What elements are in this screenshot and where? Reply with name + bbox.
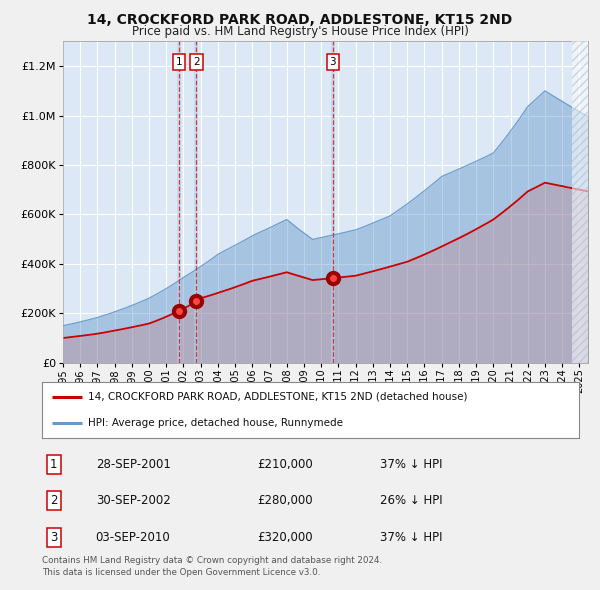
Text: 03-SEP-2010: 03-SEP-2010	[96, 531, 170, 544]
Text: 2: 2	[193, 57, 200, 67]
Text: HPI: Average price, detached house, Runnymede: HPI: Average price, detached house, Runn…	[88, 418, 343, 428]
Text: Contains HM Land Registry data © Crown copyright and database right 2024.: Contains HM Land Registry data © Crown c…	[42, 556, 382, 565]
Text: This data is licensed under the Open Government Licence v3.0.: This data is licensed under the Open Gov…	[42, 568, 320, 576]
Text: 37% ↓ HPI: 37% ↓ HPI	[380, 458, 443, 471]
Text: 37% ↓ HPI: 37% ↓ HPI	[380, 531, 443, 544]
Bar	[331, 41, 335, 363]
Text: 14, CROCKFORD PARK ROAD, ADDLESTONE, KT15 2ND (detached house): 14, CROCKFORD PARK ROAD, ADDLESTONE, KT1…	[88, 392, 467, 402]
Bar	[194, 41, 199, 363]
Text: 30-SEP-2002: 30-SEP-2002	[96, 494, 170, 507]
Text: £280,000: £280,000	[257, 494, 313, 507]
Text: 3: 3	[50, 531, 58, 544]
Text: £320,000: £320,000	[257, 531, 313, 544]
Text: Price paid vs. HM Land Registry's House Price Index (HPI): Price paid vs. HM Land Registry's House …	[131, 25, 469, 38]
Text: 14, CROCKFORD PARK ROAD, ADDLESTONE, KT15 2ND: 14, CROCKFORD PARK ROAD, ADDLESTONE, KT1…	[88, 13, 512, 27]
Text: 26% ↓ HPI: 26% ↓ HPI	[380, 494, 443, 507]
Text: 2: 2	[50, 494, 58, 507]
Text: 3: 3	[329, 57, 336, 67]
Text: 1: 1	[176, 57, 182, 67]
Text: 28-SEP-2001: 28-SEP-2001	[96, 458, 170, 471]
Bar	[177, 41, 181, 363]
Text: 1: 1	[50, 458, 58, 471]
Text: £210,000: £210,000	[257, 458, 313, 471]
